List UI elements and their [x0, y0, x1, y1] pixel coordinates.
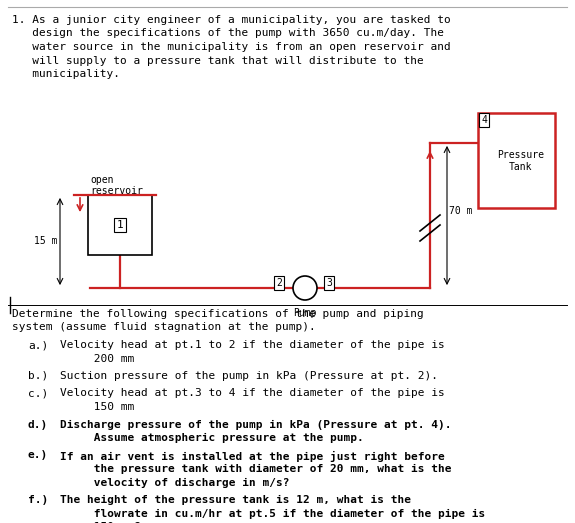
Text: a.): a.)	[28, 340, 48, 350]
Text: Pump: Pump	[293, 308, 317, 318]
Text: Assume atmospheric pressure at the pump.: Assume atmospheric pressure at the pump.	[60, 433, 364, 443]
Text: flowrate in cu.m/hr at pt.5 if the diameter of the pipe is: flowrate in cu.m/hr at pt.5 if the diame…	[60, 508, 485, 518]
Text: 1: 1	[117, 220, 124, 230]
Text: Tank: Tank	[509, 163, 532, 173]
Text: velocity of discharge in m/s?: velocity of discharge in m/s?	[60, 477, 289, 487]
Text: 1. As a junior city engineer of a municipality, you are tasked to: 1. As a junior city engineer of a munici…	[12, 15, 451, 25]
Bar	[478, 113, 555, 208]
Text: water source in the municipality is from an open reservoir and: water source in the municipality is from…	[12, 42, 451, 52]
Text: Pressure: Pressure	[497, 151, 544, 161]
Bar	[88, 195, 152, 255]
Text: design the specifications of the pump with 3650 cu.m/day. The: design the specifications of the pump wi…	[12, 28, 444, 39]
Text: Suction pressure of the pump in kPa (Pressure at pt. 2).: Suction pressure of the pump in kPa (Pre…	[60, 371, 438, 381]
Text: c.): c.)	[28, 389, 48, 399]
Text: system (assume fluid stagnation at the pump).: system (assume fluid stagnation at the p…	[12, 323, 316, 333]
Text: Velocity head at pt.1 to 2 if the diameter of the pipe is: Velocity head at pt.1 to 2 if the diamet…	[60, 340, 444, 350]
Text: Velocity head at pt.3 to 4 if the diameter of the pipe is: Velocity head at pt.3 to 4 if the diamet…	[60, 389, 444, 399]
Text: open: open	[90, 175, 113, 185]
Text: If an air vent is installed at the pipe just right before: If an air vent is installed at the pipe …	[60, 450, 444, 461]
Text: e.): e.)	[28, 450, 48, 460]
Text: 4: 4	[481, 115, 487, 125]
Text: 70 m: 70 m	[449, 206, 473, 215]
Text: b.): b.)	[28, 371, 48, 381]
Text: 15 m: 15 m	[34, 236, 58, 246]
Text: Determine the following specifications of the pump and piping: Determine the following specifications o…	[12, 309, 424, 319]
Text: Discharge pressure of the pump in kPa (Pressure at pt. 4).: Discharge pressure of the pump in kPa (P…	[60, 419, 451, 429]
Text: 200 mm: 200 mm	[60, 354, 134, 363]
Text: 150 mm?: 150 mm?	[60, 522, 141, 523]
Text: f.): f.)	[28, 495, 48, 505]
Text: d.): d.)	[28, 419, 48, 429]
Text: municipality.: municipality.	[12, 69, 120, 79]
Text: reservoir: reservoir	[90, 186, 143, 196]
Text: The height of the pressure tank is 12 m, what is the: The height of the pressure tank is 12 m,…	[60, 495, 411, 505]
Text: will supply to a pressure tank that will distribute to the: will supply to a pressure tank that will…	[12, 55, 424, 65]
Text: 2: 2	[276, 278, 282, 288]
Circle shape	[293, 276, 317, 300]
Text: 150 mm: 150 mm	[60, 402, 134, 412]
Text: the pressure tank with diameter of 20 mm, what is the: the pressure tank with diameter of 20 mm…	[60, 464, 451, 474]
Text: 3: 3	[326, 278, 332, 288]
